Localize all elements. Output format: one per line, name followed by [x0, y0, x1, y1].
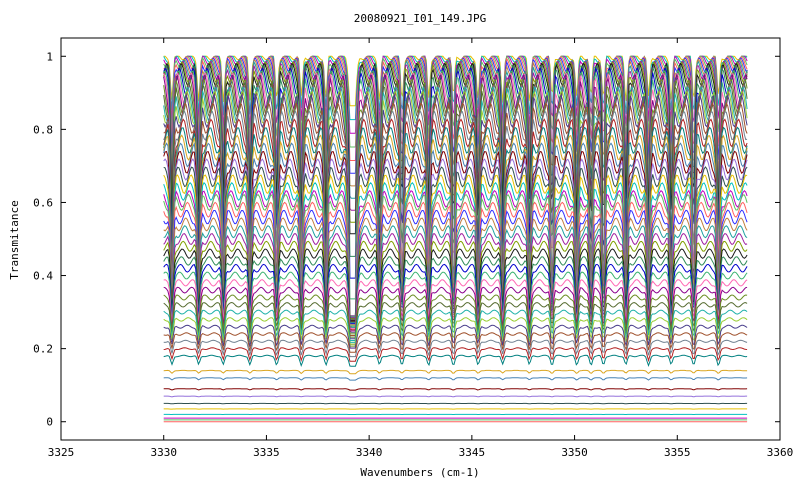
spectrum-series-line [163, 309, 748, 341]
series-group [163, 55, 748, 423]
y-axis-ticks: 0 0.2 0.4 0.6 0.8 1 [33, 50, 780, 429]
spectrum-series-line [163, 324, 748, 349]
y-tick-label: 1 [46, 50, 53, 63]
x-tick-label: 3340 [356, 446, 383, 459]
spectrum-series-line [163, 377, 748, 381]
x-tick-label: 3355 [664, 446, 691, 459]
y-tick-label: 0.4 [33, 270, 53, 283]
x-tick-label: 3335 [253, 446, 280, 459]
x-tick-label: 3325 [48, 446, 75, 459]
y-tick-label: 0.8 [33, 123, 53, 136]
x-tick-label: 3345 [459, 446, 486, 459]
spectrum-series-line [163, 286, 748, 332]
plot-frame [60, 37, 781, 441]
spectrum-series-line [163, 301, 748, 338]
spectrum-series-line [163, 354, 748, 367]
spectrum-series-line [163, 332, 748, 353]
y-tick-label: 0.2 [33, 343, 53, 356]
chart-title: 20080921_I01_149.JPG [354, 12, 486, 25]
spectrum-series-line [163, 294, 748, 335]
x-tick-label: 3350 [561, 446, 588, 459]
x-tick-label: 3360 [767, 446, 794, 459]
spectrum-series-line [163, 339, 748, 358]
y-tick-label: 0.6 [33, 196, 53, 209]
y-axis-label: Transmitance [8, 200, 21, 279]
spectrum-series-line [163, 395, 748, 398]
spectrum-series-line [163, 369, 748, 375]
x-axis-ticks: 3325 3330 3335 3340 3345 3350 3355 3360 [48, 38, 794, 459]
spectrum-series-line [163, 317, 748, 345]
spectrum-series-line [163, 388, 748, 391]
x-axis-label: Wavenumbers (cm-1) [360, 466, 479, 479]
spectrum-series-line [163, 347, 748, 363]
y-tick-label: 0 [46, 416, 53, 429]
x-tick-label: 3330 [150, 446, 177, 459]
